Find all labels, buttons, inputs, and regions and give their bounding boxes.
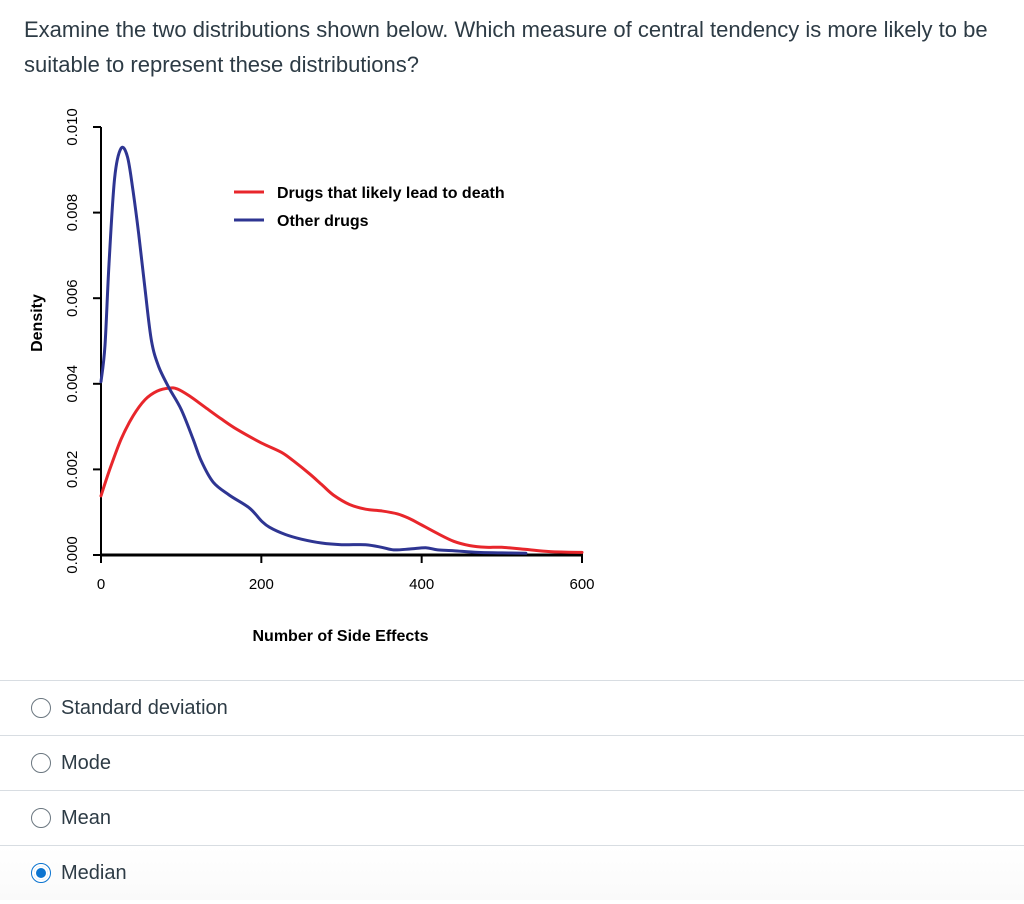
legend-label: Drugs that likely lead to death: [277, 185, 505, 202]
x-tick-label: 400: [409, 576, 434, 593]
radio-button[interactable]: [31, 753, 51, 773]
radio-button[interactable]: [31, 698, 51, 718]
y-tick-label: 0.006: [64, 279, 81, 317]
y-tick-label: 0.004: [64, 365, 81, 403]
density-chart: 0.000 0.002 0.004 0.006 0.008 0.010 0 200 400 600…: [0, 90, 620, 660]
answer-label: Standard deviation: [61, 696, 228, 719]
series-line-death-drugs: [99, 386, 584, 554]
series-line-other-drugs: [99, 145, 528, 555]
x-tick-label: 0: [97, 576, 105, 593]
legend-label: Other drugs: [277, 213, 369, 230]
y-tick-label: 0.010: [64, 108, 81, 146]
y-tick-label: 0.008: [64, 194, 81, 232]
x-tick-label: 200: [249, 576, 274, 593]
radio-button[interactable]: [31, 808, 51, 828]
radio-button[interactable]: [31, 863, 51, 883]
y-tick-label: 0.002: [64, 451, 81, 489]
x-axis-label: Number of Side Effects: [252, 628, 428, 645]
answer-option-standard-deviation[interactable]: Standard deviation: [0, 680, 1024, 735]
x-tick-label: 600: [569, 576, 594, 593]
answer-option-median[interactable]: Median: [0, 845, 1024, 900]
question-text: Examine the two distributions shown belo…: [24, 17, 988, 77]
y-axis-label: Density: [29, 294, 46, 352]
answer-label: Mode: [61, 751, 112, 774]
answer-label: Mean: [61, 806, 112, 829]
answer-option-mean[interactable]: Mean: [0, 790, 1024, 845]
y-tick-label: 0.000: [64, 536, 81, 574]
answer-list: Standard deviation Mode Mean Median: [0, 680, 1024, 900]
answer-label: Median: [61, 861, 127, 884]
answer-option-mode[interactable]: Mode: [0, 735, 1024, 790]
